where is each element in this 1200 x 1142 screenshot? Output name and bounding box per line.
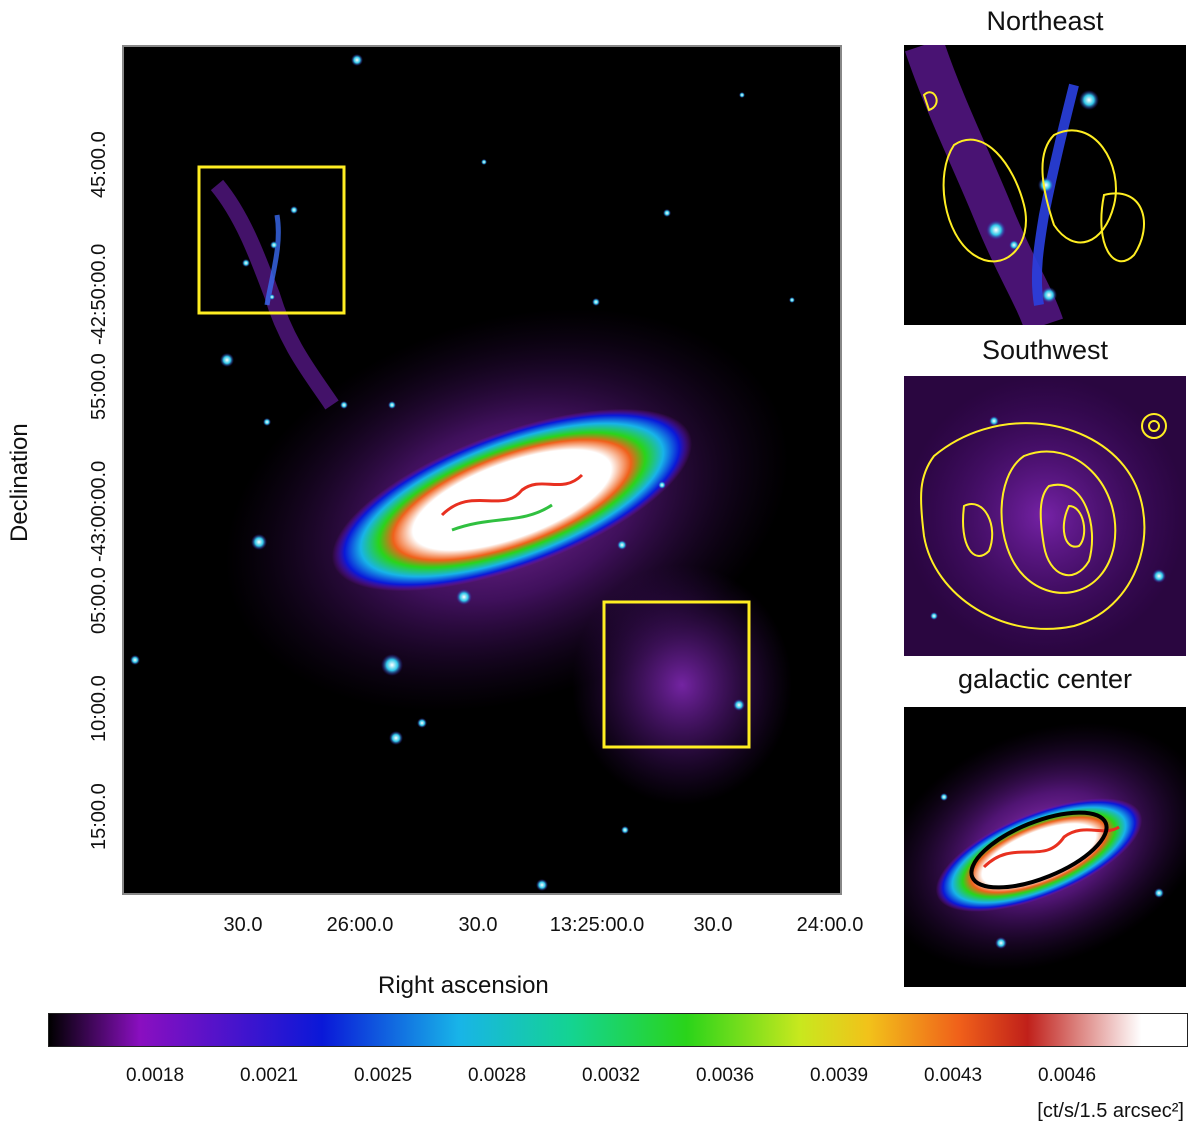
inset-title-galactic-center: galactic center: [957, 664, 1133, 694]
y-tick-label: 05:00.0: [88, 567, 110, 634]
contour-lines: [922, 91, 1145, 263]
colorbar-tick-label: 0.0028: [467, 1065, 527, 1086]
galactic-center-ellipse: [969, 810, 1109, 890]
inset-southwest: [904, 376, 1186, 656]
colorbar-tick-label: 0.0018: [125, 1065, 185, 1086]
x-tick-label: 24:00.0: [796, 914, 864, 936]
x-tick-label: 26:00.0: [326, 914, 394, 936]
y-axis-title: Declination: [6, 423, 33, 542]
xray-image: [122, 45, 842, 895]
colorbar-tick-label: 0.0036: [695, 1065, 755, 1086]
y-tick-label: 15:00.0: [88, 783, 110, 850]
inset-northeast: [904, 45, 1186, 325]
point-sources: [130, 54, 795, 891]
y-tick-label: 45:00.0: [88, 131, 110, 198]
inset-title-northeast: Northeast: [986, 6, 1104, 36]
main-image-panel: [122, 45, 842, 895]
inset-title-southwest: Southwest: [981, 335, 1109, 365]
inset-galactic-center: [904, 707, 1186, 987]
colorbar-tick-label: 0.0046: [1037, 1065, 1097, 1086]
colorbar-tick-label: 0.0039: [809, 1065, 869, 1086]
contour-lines: [920, 413, 1167, 630]
y-tick-label: -43:00:00.0: [88, 460, 110, 562]
y-tick-label: 10:00.0: [88, 675, 110, 742]
colorbar-tick-label: 0.0032: [581, 1065, 641, 1086]
northeast-region-box: [197, 165, 346, 315]
colorbar-tick-label: 0.0043: [923, 1065, 983, 1086]
y-tick-label: 55:00.0: [88, 353, 110, 420]
colorbar-unit-label: [ct/s/1.5 arcsec²]: [1037, 1100, 1184, 1122]
x-tick-label: 13:25:00.0: [549, 914, 645, 936]
y-tick-label: -42:50:00.0: [88, 243, 110, 345]
x-tick-label: 30.0: [223, 914, 263, 936]
x-tick-label: 30.0: [693, 914, 733, 936]
colorbar: [48, 1013, 1188, 1047]
southwest-region-box: [602, 600, 751, 749]
colorbar-tick-label: 0.0021: [239, 1065, 299, 1086]
x-axis-title: Right ascension: [378, 972, 549, 999]
colorbar-tick-label: 0.0025: [353, 1065, 413, 1086]
x-tick-label: 30.0: [458, 914, 498, 936]
